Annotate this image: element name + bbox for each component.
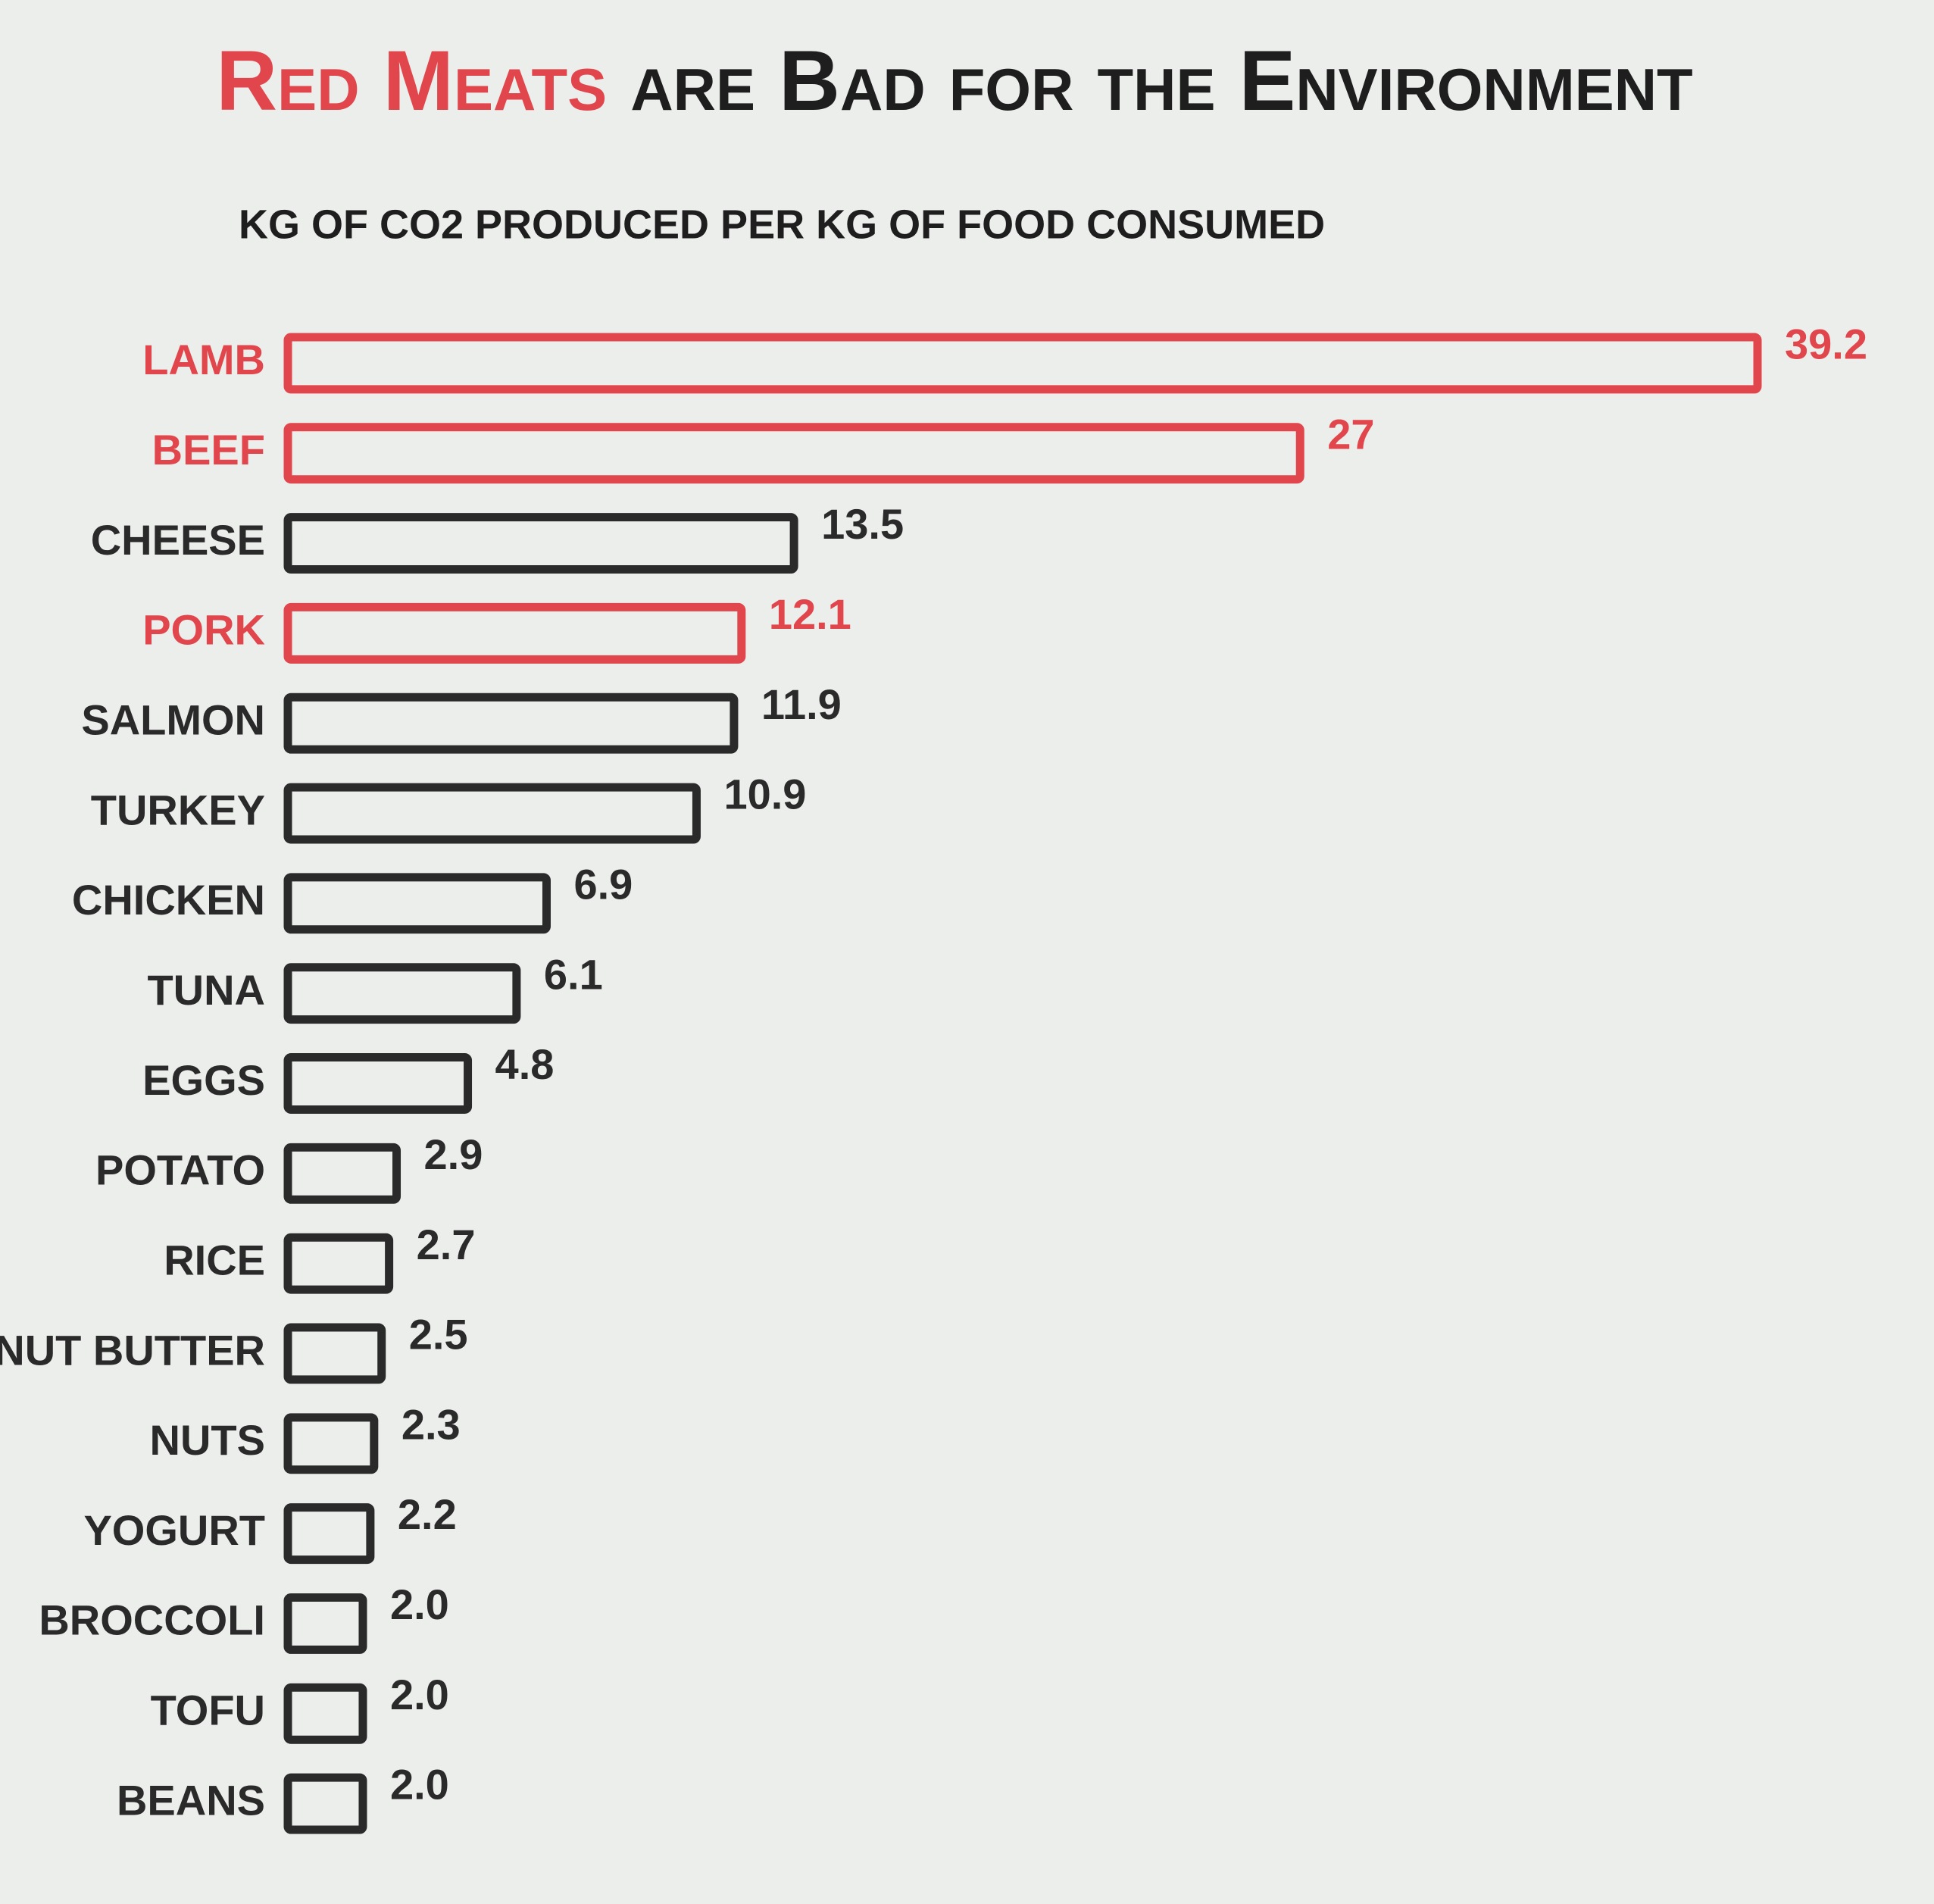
category-label: PEANUT BUTTER bbox=[0, 1326, 265, 1374]
value-label: 4.8 bbox=[495, 1040, 555, 1088]
category-label: EGGS bbox=[142, 1056, 265, 1104]
bar bbox=[283, 783, 701, 844]
category-label: YOGURT bbox=[83, 1506, 265, 1554]
value-label: 2.0 bbox=[390, 1580, 449, 1628]
category-label: CHEESE bbox=[91, 516, 265, 564]
bar bbox=[283, 1773, 367, 1834]
bar bbox=[283, 1143, 401, 1204]
value-label: 2.2 bbox=[398, 1490, 457, 1538]
bar bbox=[283, 1053, 473, 1114]
bar bbox=[283, 513, 798, 574]
category-label: LAMB bbox=[142, 336, 265, 383]
value-label: 39.2 bbox=[1785, 320, 1867, 368]
value-label: 2.7 bbox=[417, 1221, 476, 1268]
value-label: 2.0 bbox=[390, 1761, 449, 1809]
title-highlight: Red Meats bbox=[216, 33, 607, 128]
bar bbox=[283, 693, 739, 754]
value-label: 6.9 bbox=[573, 860, 633, 908]
bar bbox=[283, 1233, 394, 1294]
bar bbox=[283, 423, 1304, 484]
value-label: 2.9 bbox=[424, 1130, 483, 1178]
category-label: BEEF bbox=[152, 426, 265, 474]
value-label: 10.9 bbox=[723, 771, 806, 818]
bar bbox=[283, 963, 521, 1024]
category-label: BEANS bbox=[117, 1776, 265, 1824]
value-label: 27 bbox=[1327, 410, 1374, 458]
value-label: 6.1 bbox=[544, 950, 603, 998]
category-label: BROCCOLI bbox=[39, 1596, 265, 1644]
value-label: 2.5 bbox=[409, 1311, 468, 1358]
bar bbox=[283, 602, 746, 664]
category-label: SALMON bbox=[81, 696, 265, 744]
value-label: 2.0 bbox=[390, 1671, 449, 1718]
category-label: POTATO bbox=[95, 1146, 265, 1194]
value-label: 12.1 bbox=[769, 590, 851, 638]
category-label: NUTS bbox=[150, 1416, 265, 1464]
bar bbox=[283, 873, 551, 934]
value-label: 13.5 bbox=[821, 500, 904, 548]
category-label: TURKEY bbox=[91, 786, 265, 833]
category-label: RICE bbox=[164, 1236, 265, 1283]
value-label: 11.9 bbox=[761, 680, 842, 728]
category-label: PORK bbox=[142, 606, 265, 654]
category-label: TOFU bbox=[151, 1687, 265, 1734]
bar bbox=[283, 333, 1762, 394]
category-label: CHICKEN bbox=[72, 876, 265, 924]
bar bbox=[283, 1323, 386, 1384]
chart-subtitle: KG OF CO2 PRODUCED PER KG OF FOOD CONSUM… bbox=[239, 202, 1325, 247]
bar bbox=[283, 1503, 375, 1565]
category-label: TUNA bbox=[147, 966, 265, 1014]
bar bbox=[283, 1683, 367, 1744]
bar bbox=[283, 1593, 367, 1654]
title-rest: are Bad for the Environment bbox=[630, 33, 1692, 128]
value-label: 2.3 bbox=[401, 1400, 461, 1448]
bar bbox=[283, 1413, 379, 1474]
chart-title: Red Meats are Bad for the Environment bbox=[216, 33, 1692, 128]
